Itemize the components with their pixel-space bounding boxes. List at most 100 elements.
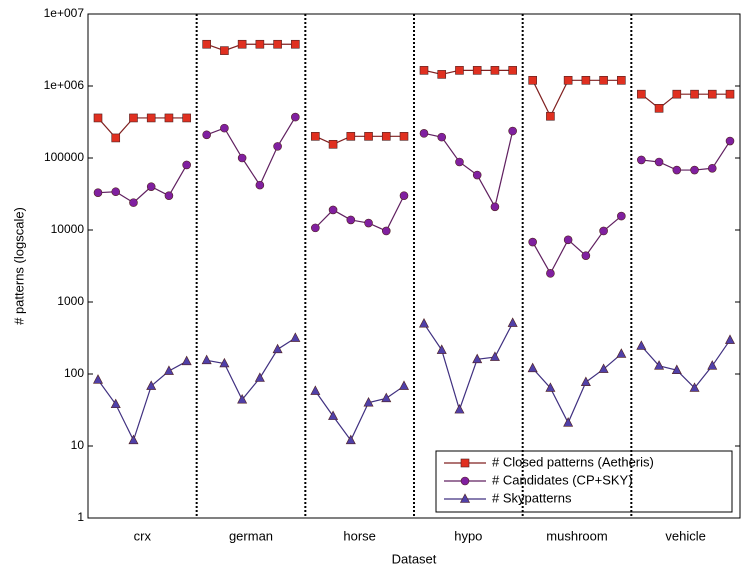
series-line [532, 79, 622, 118]
marker [129, 198, 138, 207]
marker [399, 132, 409, 141]
marker [563, 235, 573, 245]
marker [129, 113, 138, 123]
marker [111, 187, 121, 197]
x-tick-label: german [229, 528, 273, 543]
marker [454, 403, 465, 414]
marker [617, 75, 626, 85]
marker [291, 39, 300, 49]
marker [255, 180, 265, 190]
y-tick-label: 1e+007 [44, 6, 85, 20]
series-line [423, 130, 514, 209]
marker [182, 113, 191, 123]
marker [254, 372, 265, 382]
marker [707, 163, 717, 173]
series-line [532, 215, 622, 275]
series-line [206, 337, 296, 401]
series-line [423, 322, 514, 412]
series-line [641, 140, 731, 171]
marker [455, 157, 464, 167]
marker [328, 139, 338, 149]
series-line [206, 116, 296, 187]
y-tick-label: 100000 [44, 150, 84, 164]
marker [146, 113, 156, 123]
marker [201, 354, 212, 365]
marker [690, 165, 699, 175]
marker [725, 89, 735, 99]
x-tick-label: crx [134, 528, 152, 543]
legend-marker [460, 458, 470, 468]
marker [690, 89, 699, 99]
series-line [97, 360, 187, 442]
marker [654, 157, 664, 167]
marker [93, 374, 103, 384]
marker [273, 39, 282, 49]
marker [164, 113, 174, 123]
marker [237, 39, 247, 49]
marker [563, 75, 573, 85]
marker [689, 382, 700, 392]
marker [599, 75, 608, 85]
marker [436, 344, 447, 354]
series-line [315, 135, 404, 145]
marker [328, 205, 338, 215]
marker [255, 39, 265, 49]
marker [93, 188, 103, 197]
x-tick-label: horse [343, 528, 376, 543]
marker [490, 66, 500, 75]
marker [599, 226, 608, 236]
marker [671, 364, 682, 374]
marker [527, 362, 538, 373]
marker [272, 343, 283, 354]
legend-marker [460, 476, 470, 486]
marker [346, 215, 356, 225]
marker [707, 360, 718, 370]
marker [617, 211, 626, 221]
marker [419, 318, 429, 328]
marker [346, 132, 356, 141]
marker [490, 202, 500, 212]
series-line [314, 385, 405, 442]
y-tick-label: 1000 [57, 294, 84, 308]
marker [399, 380, 409, 390]
marker [581, 251, 591, 260]
marker [489, 351, 500, 361]
marker [399, 191, 409, 200]
marker [507, 317, 518, 327]
y-tick-label: 100 [64, 366, 84, 380]
y-axis-label: # patterns (logscale) [11, 207, 26, 325]
marker [528, 237, 537, 247]
series-line [640, 339, 731, 389]
marker [128, 434, 139, 445]
x-tick-label: mushroom [546, 528, 607, 543]
marker [545, 382, 556, 392]
marker [654, 104, 664, 113]
marker [237, 153, 247, 163]
marker [273, 142, 282, 151]
marker [437, 70, 447, 79]
marker [637, 89, 646, 99]
x-tick-label: vehicle [665, 528, 705, 543]
y-tick-label: 10000 [51, 222, 85, 236]
marker [637, 155, 646, 165]
x-axis-label: Dataset [392, 551, 437, 566]
marker [508, 126, 517, 136]
y-tick-label: 1e+006 [44, 78, 85, 92]
marker [182, 160, 191, 170]
legend-label: # Skypatterns [492, 490, 572, 505]
marker [93, 113, 103, 123]
legend-label: # Closed patterns (Aetheris) [492, 454, 654, 469]
series-line [532, 353, 622, 425]
marker [598, 363, 609, 373]
marker [310, 385, 321, 395]
marker [580, 376, 591, 386]
legend: # Closed patterns (Aetheris) # Candidates… [435, 450, 733, 513]
marker [363, 397, 374, 407]
marker [181, 355, 192, 366]
marker [146, 182, 156, 191]
series-line [640, 93, 730, 110]
marker [220, 123, 229, 133]
y-tick-label: 10 [71, 438, 85, 452]
marker [472, 66, 482, 75]
